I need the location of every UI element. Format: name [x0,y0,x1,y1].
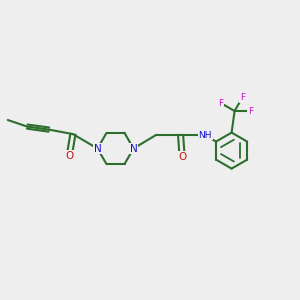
Text: O: O [65,151,74,161]
Text: F: F [240,93,245,102]
Text: NH: NH [199,130,212,140]
Text: N: N [130,143,137,154]
Text: O: O [178,152,186,162]
Text: N: N [94,143,101,154]
Text: F: F [218,99,224,108]
Text: F: F [248,106,253,116]
